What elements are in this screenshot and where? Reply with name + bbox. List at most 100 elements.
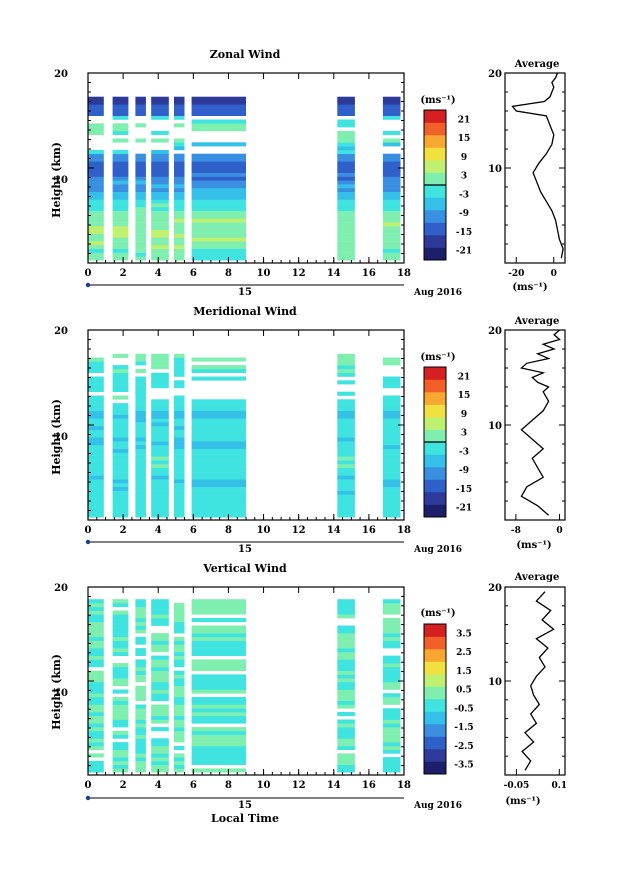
zonal-heatmap-cell — [151, 168, 169, 173]
zonal-heatmap-cell — [337, 96, 355, 101]
meridional-x-tick-label: 2 — [120, 525, 127, 536]
meridional-heatmap-cell — [112, 452, 129, 457]
zonal-colorbar-swatch — [424, 160, 446, 173]
vertical-heatmap-cell — [112, 648, 129, 653]
meridional-heatmap-cell — [174, 403, 185, 408]
meridional-heatmap-cell — [382, 482, 401, 487]
zonal-heatmap-cell — [151, 233, 169, 238]
vertical-heatmap-cell — [382, 764, 401, 769]
zonal-heatmap-cell — [337, 241, 355, 246]
vertical-colorbar-tick-label: 0.5 — [456, 686, 472, 696]
vertical-heatmap-cell — [151, 614, 169, 619]
meridional-heatmap-cell — [135, 429, 146, 434]
zonal-heatmap-cell — [191, 237, 246, 242]
zonal-heatmap-cell — [151, 256, 169, 261]
meridional-heatmap-cell — [337, 460, 355, 465]
vertical-y-label: Height (km) — [50, 654, 63, 730]
meridional-heatmap-cell — [112, 513, 129, 518]
zonal-heatmap-cell — [112, 237, 129, 242]
vertical-heatmap-cell — [151, 745, 169, 750]
meridional-heatmap-cell — [151, 433, 169, 438]
meridional-data-column — [191, 357, 246, 518]
vertical-heatmap-cell — [88, 599, 104, 604]
zonal-heatmap-cell — [151, 161, 169, 166]
zonal-heatmap-cell — [88, 153, 104, 158]
zonal-colorbar-swatch — [424, 185, 446, 198]
vertical-heatmap-cell — [382, 738, 401, 743]
vertical-heatmap-cell — [88, 700, 104, 705]
zonal-x-tick-label: 0 — [85, 268, 92, 279]
meridional-heatmap-cell — [382, 448, 401, 453]
zonal-heatmap-cell — [135, 252, 146, 257]
vertical-heatmap-cell — [135, 685, 146, 690]
meridional-x-tick-label: 6 — [190, 525, 197, 536]
meridional-heatmap-cell — [382, 406, 401, 411]
zonal-heatmap-cell — [88, 180, 104, 185]
meridional-heatmap-cell — [382, 395, 401, 400]
zonal-heatmap-cell — [151, 165, 169, 170]
meridional-heatmap-cell — [88, 486, 104, 491]
zonal-heatmap-cell — [337, 168, 355, 173]
vertical-heatmap-cell — [151, 689, 169, 694]
zonal-heatmap-cell — [382, 203, 401, 208]
meridional-heatmap-cell — [382, 357, 401, 362]
vertical-heatmap-cell — [88, 618, 104, 623]
zonal-heatmap-cell — [382, 195, 401, 200]
zonal-heatmap-cell — [112, 248, 129, 253]
zonal-heatmap-cell — [151, 104, 169, 109]
meridional-heatmap-cell — [112, 494, 129, 499]
zonal-heatmap-cell — [191, 96, 246, 101]
meridional-x-tick-label: 0 — [85, 525, 92, 536]
zonal-heatmap-cell — [88, 222, 104, 227]
vertical-heatmap-cell — [382, 621, 401, 626]
meridional-heatmap-cell — [135, 422, 146, 427]
zonal-heatmap-cell — [337, 146, 355, 151]
meridional-y-tick-10: 10 — [54, 432, 68, 443]
zonal-heatmap-cell — [174, 252, 185, 257]
meridional-data-column — [174, 353, 185, 518]
zonal-heatmap-cell — [191, 229, 246, 234]
vertical-colorbar-swatch — [424, 686, 446, 700]
meridional-heatmap-cell — [112, 444, 129, 449]
zonal-heatmap-cell — [112, 104, 129, 109]
meridional-heatmap-cell — [135, 513, 146, 518]
meridional-heatmap-cell — [382, 505, 401, 510]
meridional-heatmap-cell — [112, 479, 129, 484]
meridional-heatmap-cell — [174, 372, 185, 377]
zonal-heatmap-cell — [112, 241, 129, 246]
zonal-heatmap-cell — [151, 153, 169, 158]
vertical-heatmap-cell — [174, 745, 185, 750]
meridional-average-title: Average — [514, 316, 560, 327]
zonal-heatmap-cell — [135, 165, 146, 170]
vertical-x-tick-label: 2 — [120, 780, 127, 791]
vertical-heatmap-cell — [112, 723, 129, 728]
meridional-heatmap-cell — [151, 501, 169, 506]
vertical-heatmap-cell — [191, 606, 246, 611]
vertical-heatmap-cell — [174, 719, 185, 724]
vertical-data-column — [382, 599, 401, 773]
zonal-heatmap-cell — [382, 96, 401, 101]
zonal-heatmap-cell — [88, 248, 104, 253]
vertical-heatmap-cell — [151, 749, 169, 754]
vertical-heatmap-cell — [151, 640, 169, 645]
zonal-heatmap-cell — [135, 256, 146, 261]
vertical-heatmap-cell — [135, 693, 146, 698]
vertical-heatmap-cell — [191, 742, 246, 747]
meridional-heatmap-cell — [88, 452, 104, 457]
vertical-heatmap-cell — [135, 659, 146, 664]
zonal-heatmap-cell — [337, 149, 355, 154]
meridional-heatmap-cell — [382, 452, 401, 457]
zonal-heatmap-cell — [382, 100, 401, 105]
zonal-heatmap-cell — [337, 108, 355, 113]
vertical-heatmap-cell — [88, 651, 104, 656]
zonal-heatmap-cell — [151, 157, 169, 162]
zonal-heatmap-cell — [112, 100, 129, 105]
zonal-heatmap-cell — [337, 138, 355, 143]
meridional-heatmap-cell — [135, 361, 146, 366]
vertical-heatmap-cell — [88, 603, 104, 608]
zonal-heatmap-cell — [191, 168, 246, 173]
meridional-heatmap-cell — [88, 475, 104, 480]
meridional-heatmap-cell — [382, 486, 401, 491]
vertical-heatmap-cell — [88, 689, 104, 694]
zonal-heatmap-cell — [191, 176, 246, 181]
